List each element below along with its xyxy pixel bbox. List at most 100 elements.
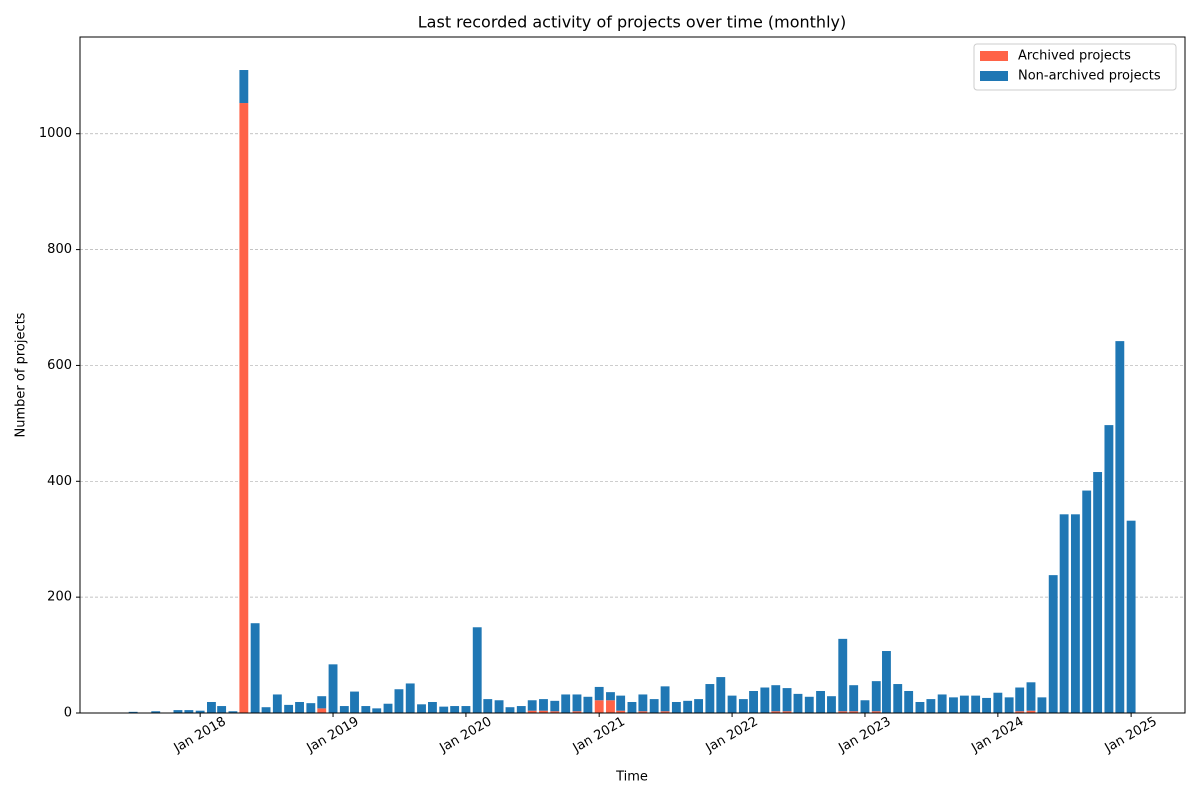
bar-segment	[494, 700, 504, 713]
bar-segment	[1059, 514, 1069, 713]
bar-segment	[782, 711, 792, 713]
bar-segment	[771, 711, 781, 713]
x-tick-label: Jan 2025	[1102, 714, 1160, 756]
bar-segment	[217, 706, 227, 713]
bar-segment	[959, 695, 969, 713]
bar-segment	[882, 651, 891, 713]
bar-segment	[971, 695, 981, 713]
bar-segment	[461, 706, 471, 713]
bar-segment	[660, 711, 670, 713]
y-tick-label: 600	[47, 358, 72, 373]
bar-segment	[550, 700, 560, 712]
bar-segment	[937, 694, 947, 713]
bar-segment	[716, 677, 726, 713]
y-tick-label: 1000	[39, 126, 72, 141]
bar-segment	[904, 690, 914, 713]
bar-segment	[727, 695, 737, 713]
bar-segment	[627, 701, 637, 713]
bar-segment	[893, 684, 903, 713]
bar-segment	[982, 697, 992, 713]
bar-segment	[450, 706, 460, 713]
bar-segment	[838, 711, 848, 713]
bar-segment	[228, 711, 238, 713]
legend-label: Archived projects	[1018, 49, 1131, 64]
bar-segment	[827, 696, 836, 713]
bar-segment	[1015, 687, 1025, 712]
bar-segment	[184, 710, 194, 713]
bar-segment	[638, 711, 648, 713]
bar-segment	[738, 699, 748, 713]
bar-segment	[1070, 514, 1080, 713]
x-tick-label: Jan 2020	[437, 714, 495, 756]
bar-segment	[594, 700, 604, 713]
bar-segment	[350, 691, 359, 713]
bar-segment	[1004, 697, 1014, 713]
bar-segment	[383, 703, 393, 713]
bar-segment	[151, 711, 161, 713]
bar-segment	[860, 700, 870, 713]
bar-segment	[849, 711, 859, 713]
bar-segment	[804, 696, 814, 713]
legend-swatch	[980, 51, 1008, 61]
bar-segment	[782, 688, 792, 712]
bar-segment	[306, 703, 316, 713]
bar-segment	[272, 694, 282, 713]
x-tick-label: Jan 2024	[968, 714, 1026, 756]
x-axis-label: Time	[615, 770, 648, 785]
bar-segment	[871, 681, 881, 712]
legend-label: Non-archived projects	[1018, 69, 1161, 84]
bar-segment	[1104, 425, 1114, 713]
bar-segment	[539, 699, 548, 711]
bar-segment	[749, 690, 758, 713]
bar-segment	[339, 706, 349, 713]
bar-segment	[1126, 520, 1136, 713]
x-tick-label: Jan 2022	[703, 714, 761, 756]
bar-segment	[405, 683, 415, 713]
bar-segment	[250, 623, 260, 713]
bar-segment	[793, 693, 803, 713]
bar-segment	[261, 707, 271, 713]
bar-segment	[295, 701, 304, 713]
bar-segment	[516, 706, 526, 713]
x-tick-label: Jan 2023	[836, 714, 894, 756]
bar-segment	[949, 697, 958, 713]
x-tick-label: Jan 2019	[304, 714, 362, 756]
axes-frame	[79, 36, 1186, 714]
bar-segment	[1015, 711, 1025, 713]
bar-segment	[1026, 682, 1036, 711]
bar-segment	[660, 686, 670, 712]
bar-segment	[207, 701, 216, 713]
bar-segment	[361, 706, 371, 713]
bar-segment	[1115, 341, 1125, 713]
bar-segment	[616, 695, 626, 711]
bar-segment	[606, 700, 615, 713]
bar-segment	[993, 692, 1003, 713]
legend-box	[973, 43, 1177, 91]
bar-segment	[550, 711, 560, 713]
bar-segment	[816, 690, 825, 713]
bar-segment	[239, 70, 249, 104]
bar-segment	[838, 638, 848, 712]
y-tick-label: 200	[47, 590, 72, 605]
bar-segment	[1026, 710, 1036, 713]
bar-segment	[173, 710, 183, 713]
bar-segment	[195, 710, 205, 713]
bar-segment	[683, 700, 693, 713]
plot-area: 0 200 400 600 800 1000 Jan 2018 Jan 2019 Jan 202…	[39, 43, 1185, 756]
bar-segment	[649, 699, 659, 713]
bar-segment	[1082, 490, 1092, 713]
bar-segment	[915, 701, 925, 713]
bar-segment	[317, 708, 327, 713]
bar-segment	[572, 711, 582, 713]
bar-segment	[849, 685, 859, 712]
bar-segment	[705, 684, 715, 713]
y-tick-label: 800	[47, 242, 72, 257]
bar-segment	[239, 103, 249, 713]
y-axis-label: Number of projects	[14, 312, 29, 437]
bar-segment	[671, 701, 681, 713]
bar-segment	[606, 692, 615, 701]
bar-segment	[1093, 472, 1103, 713]
chart-title: Last recorded activity of projects over …	[418, 13, 846, 32]
bar-segment	[771, 685, 781, 712]
